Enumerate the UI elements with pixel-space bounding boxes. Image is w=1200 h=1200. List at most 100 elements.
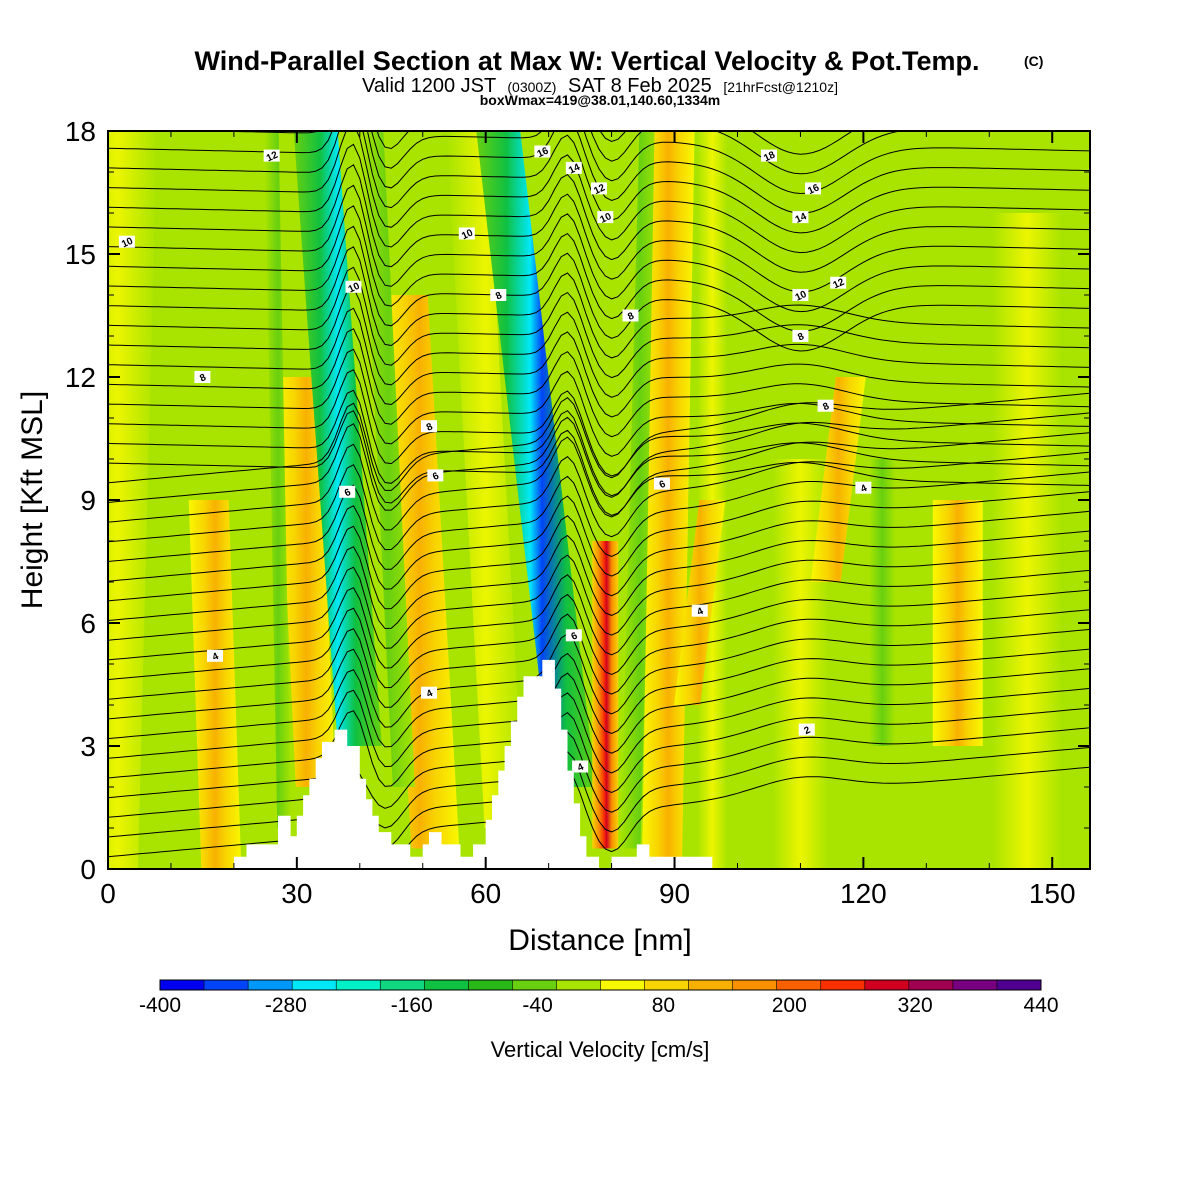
contour-label-8: 6 xyxy=(570,630,580,643)
isentrope-33 xyxy=(108,143,1090,273)
isentrope-28 xyxy=(108,246,1090,359)
field-band-10 xyxy=(620,131,660,849)
field-band-3 xyxy=(264,131,292,828)
isentrope-24 xyxy=(108,328,1090,438)
contour-label-24: 14 xyxy=(567,162,582,177)
contour-label-22: 12 xyxy=(592,182,607,197)
isentrope-8 xyxy=(108,609,1090,708)
x-tick-label-1: 30 xyxy=(281,878,312,909)
field-band-4 xyxy=(293,131,382,746)
isentrope-9 xyxy=(108,589,1090,689)
contour-label-bg-16 xyxy=(118,235,135,248)
axes-group: 0 30 60 90 120 150 0 3 6 9 12 15 18 xyxy=(65,116,1090,909)
contour-label-26: 16 xyxy=(536,145,551,160)
isentrope-14 xyxy=(108,491,1090,590)
contour-label-9: 6 xyxy=(658,479,668,492)
contour-label-bg-10 xyxy=(194,371,211,383)
valid-time: Valid 1200 JST xyxy=(362,75,496,97)
valid-utc: (0300Z) xyxy=(507,79,556,95)
colorbar-swatch-3 xyxy=(292,980,337,990)
contour-label-bg-2 xyxy=(421,686,438,699)
contour-label-bg-9 xyxy=(653,477,670,490)
colorbar-swatch-15 xyxy=(820,980,866,990)
field-band-18 xyxy=(674,500,726,705)
y-tick-label-2: 6 xyxy=(80,608,96,639)
colorbar-swatch-4 xyxy=(336,980,381,990)
contour-label-bg-28 xyxy=(760,149,777,162)
chart-title: Wind-Parallel Section at Max W: Vertical… xyxy=(195,46,980,76)
colorbar-swatch-10 xyxy=(600,980,646,990)
contour-label-12: 8 xyxy=(494,290,504,303)
forecast-info: [21hrFcst@1210z] xyxy=(723,79,838,95)
isentrope-32 xyxy=(108,164,1090,293)
contour-label-bg-21 xyxy=(263,149,280,162)
isentrope-17 xyxy=(108,432,1090,531)
y-tick-label-3: 9 xyxy=(80,485,96,516)
contour-label-bg-18 xyxy=(458,227,475,240)
colorbar-swatch-17 xyxy=(908,980,954,990)
contour-label-bg-23 xyxy=(830,276,847,289)
contour-label-bg-4 xyxy=(691,604,708,617)
isentrope-37 xyxy=(196,131,1090,195)
isentrope-11 xyxy=(108,550,1090,649)
isentrope-27 xyxy=(108,266,1090,379)
colorbar-tick-label-7: 440 xyxy=(1023,994,1058,1017)
y-tick-label-0: 0 xyxy=(80,854,96,885)
isentrope-35 xyxy=(108,131,1090,234)
colorbar-tick-label-6: 320 xyxy=(898,994,933,1017)
isentrope-12 xyxy=(108,530,1090,630)
field-band-6 xyxy=(361,131,415,787)
y-tick-label-1: 3 xyxy=(80,731,96,762)
colorbar-swatch-7 xyxy=(468,980,513,990)
colorbar-tick-label-3: -40 xyxy=(522,994,552,1017)
colorbar-swatch-11 xyxy=(644,980,690,990)
isentrope-23 xyxy=(108,348,1090,457)
colorbar-swatch-14 xyxy=(776,980,822,990)
contour-label-6: 6 xyxy=(343,487,353,500)
field-band-17 xyxy=(992,213,1063,869)
contour-label-15: 8 xyxy=(821,401,831,414)
isentrope-4 xyxy=(108,687,1090,787)
isentrope-3 xyxy=(108,707,1090,809)
colorbar-title: Vertical Velocity [cm/s] xyxy=(491,1037,710,1062)
contour-label-bg-13 xyxy=(622,309,639,322)
isentrope-10 xyxy=(108,569,1090,669)
x-axis-label: Distance [nm] xyxy=(508,924,691,957)
colorbar-swatch-6 xyxy=(424,980,469,990)
isentrope-1 xyxy=(108,747,1090,849)
contour-label-bg-15 xyxy=(817,399,834,412)
isentrope-22 xyxy=(108,369,1090,477)
contour-label-bg-6 xyxy=(339,485,356,498)
contour-label-bg-17 xyxy=(345,280,362,293)
contour-label-27: 16 xyxy=(806,182,821,197)
colorbar-tick-label-2: -160 xyxy=(391,994,433,1017)
isentrope-18 xyxy=(108,412,1090,511)
colorbar-swatch-18 xyxy=(952,980,998,990)
x-tick-label-5: 150 xyxy=(1029,878,1076,909)
contour-label-bg-22 xyxy=(591,182,607,195)
copyright-mark: (C) xyxy=(1024,53,1043,69)
isentrope-34 xyxy=(108,131,1090,254)
x-tick-label-2: 60 xyxy=(470,878,501,909)
isentrope-26 xyxy=(108,287,1090,398)
colorbar-swatch-8 xyxy=(512,980,557,990)
colorbar-swatch-1 xyxy=(204,980,249,990)
isentrope-25 xyxy=(108,307,1090,418)
y-tick-label-5: 15 xyxy=(65,239,96,270)
contour-label-bg-8 xyxy=(565,629,582,642)
isentrope-29 xyxy=(108,225,1090,352)
colorbar-swatch-13 xyxy=(732,980,778,990)
isentrope-13 xyxy=(108,510,1090,610)
valid-date: SAT 8 Feb 2025 xyxy=(568,75,712,97)
contour-label-7: 6 xyxy=(431,470,441,483)
field-band-5 xyxy=(379,295,460,849)
isentrope-30 xyxy=(108,205,1090,332)
colorbar-tick-label-5: 200 xyxy=(772,994,807,1017)
contour-label-bg-12 xyxy=(490,289,507,301)
colorbar-swatch-12 xyxy=(688,980,734,990)
colorbar-tick-label-4: 80 xyxy=(652,994,675,1017)
colorbar-swatch-2 xyxy=(248,980,293,990)
contour-label-14: 8 xyxy=(796,331,806,344)
y-tick-label-4: 12 xyxy=(65,362,96,393)
contour-label-group: 2 4 4 4 4 4 6 6 6 6 8 8 8 8 8 8 10 10 10 10 10 12 12 12 14 14 16 16… xyxy=(118,145,872,774)
